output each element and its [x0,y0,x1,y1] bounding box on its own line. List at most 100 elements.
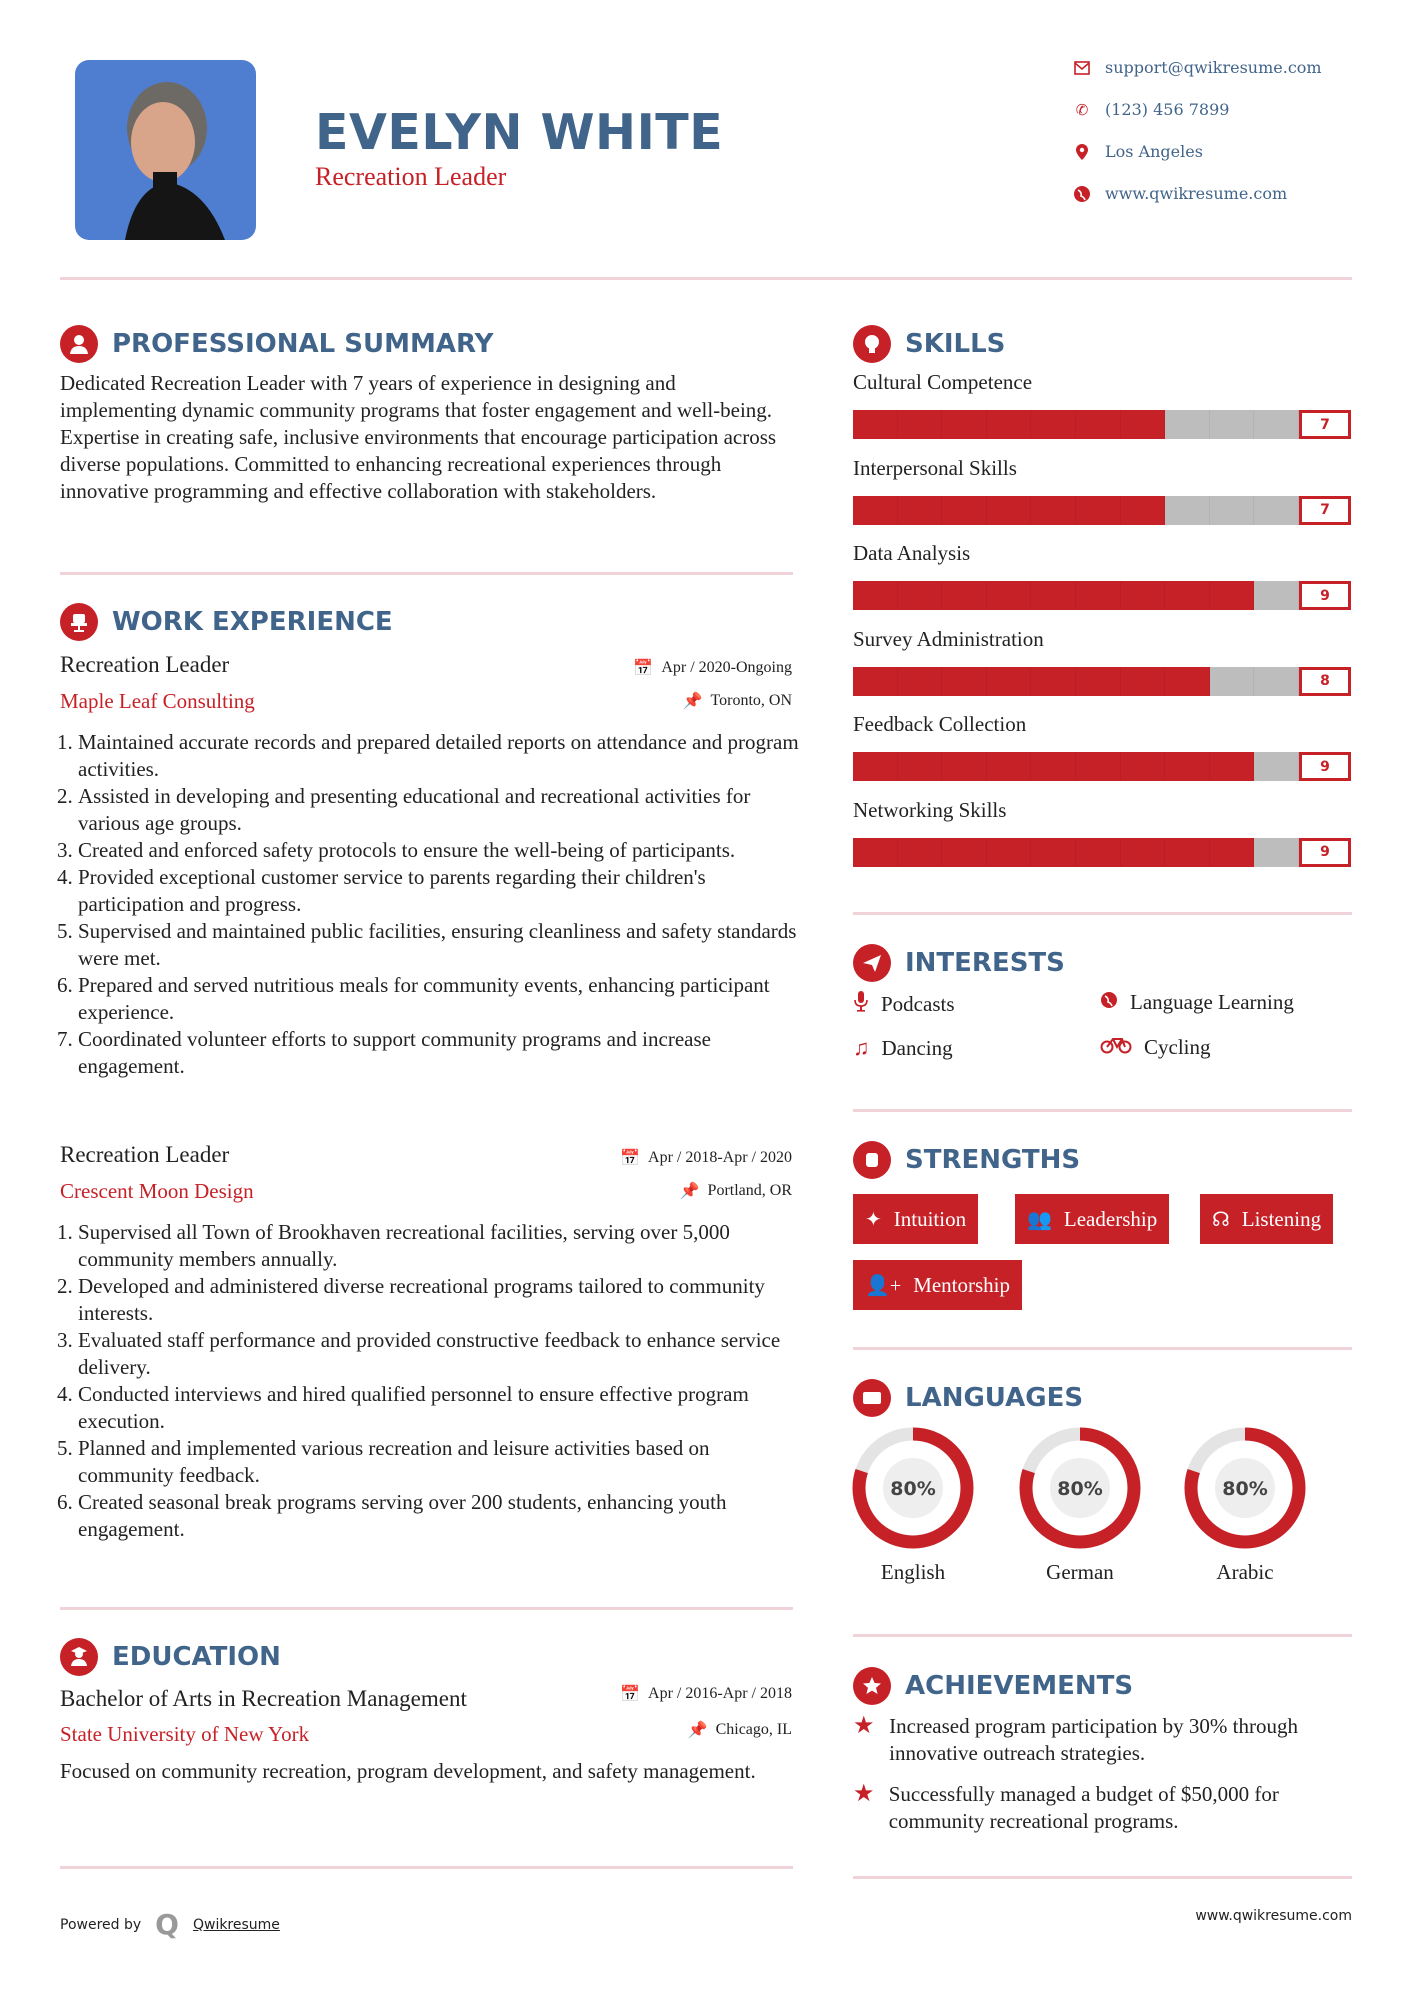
skill-segment [853,837,898,867]
interest-item: Cycling [1100,1035,1211,1060]
skill-segment [1075,837,1121,867]
strengths-heading: STRENGTHS [853,1141,1080,1179]
summary-heading: PROFESSIONAL SUMMARY [60,325,493,363]
skill-segment [986,752,1032,781]
skill-segment [1165,410,1210,439]
achievement-item: ★ Successfully managed a budget of $50,00… [853,1781,1353,1835]
strength-chip: ☊ Listening [1200,1194,1334,1244]
skill-segment [1120,581,1166,610]
skill-segment [1031,581,1076,610]
language-name: German [1046,1560,1114,1584]
skill-segment [1209,495,1255,525]
duty-item: Maintained accurate records and prepared… [78,729,800,783]
qwikresume-link[interactable]: Qwikresume [192,1916,280,1933]
contact-item[interactable]: www.qwikresume.com [1073,184,1287,203]
strength-label: Mentorship [913,1272,1011,1297]
skill-segment [1075,666,1121,696]
divider [60,277,1352,280]
strength-chip: 👤+ Mentorship [853,1260,1023,1310]
skill-segment [1254,666,1299,696]
date-text: Apr / 2018-Apr / 2020 [648,1149,792,1166]
skill-segment [1031,837,1076,867]
language-percent: 80% [1057,1478,1102,1500]
skill-segment [1120,666,1166,696]
skill-name: Feedback Collection [853,712,1027,736]
globe-icon [1073,185,1091,203]
skill-segment [1120,752,1166,781]
education-date: 📅 Apr / 2016-Apr / 2018 [620,1684,792,1704]
skill-segment [1254,410,1299,439]
calendar-icon: 📅 [620,1686,641,1703]
language-percent: 80% [1222,1478,1267,1500]
school: State University of New York [60,1722,310,1746]
skill-segment [1254,495,1299,525]
skills-heading: SKILLS [853,325,1005,363]
divider [60,1607,793,1610]
users-icon: 👥 [1027,1208,1052,1231]
skill-segment [1031,666,1076,696]
contact-text: www.qwikresume.com [1105,184,1288,203]
job-date: 📅 Apr / 2020-Ongoing [633,658,792,678]
skill-name: Survey Administration [853,626,1044,651]
interest-label: Cycling [1144,1035,1211,1059]
strength-chip: ✦ Intuition [853,1194,979,1244]
location-text: Chicago, IL [715,1721,792,1738]
pin-icon: 📌 [682,693,703,710]
star-icon: ★ [853,1781,875,1807]
contact-text: (123) 456 7899 [1105,100,1230,119]
skill-segment [986,581,1032,610]
skill-segment [942,495,987,525]
skill-segment [986,495,1032,525]
skill-segment [1165,581,1210,610]
pin-icon: 📌 [687,1722,708,1739]
experience-heading: WORK EXPERIENCE [60,603,393,641]
microphone-icon [853,990,869,1018]
duty-item: Developed and administered diverse recre… [78,1273,800,1327]
skill-segment [1075,495,1121,525]
section-title: ACHIEVEMENTS [905,1671,1134,1701]
strength-label: Intuition [893,1206,967,1231]
interest-label: Podcasts [881,991,955,1016]
skill-segment [942,666,987,696]
education-location: 📌 Chicago, IL [688,1720,792,1740]
skill-segment [897,752,943,781]
section-title: LANGUAGES [905,1383,1084,1413]
degree: Bachelor of Arts in Recreation Managemen… [60,1686,467,1711]
education-text: Focused on community recreation, program… [60,1759,756,1783]
skill-segment [942,410,987,439]
duty-item: Created seasonal break programs serving … [78,1489,800,1543]
calendar-icon: 📅 [620,1150,641,1167]
section-title: PROFESSIONAL SUMMARY [112,329,494,359]
skill-segment [1031,410,1076,439]
section-title: EDUCATION [112,1642,281,1672]
section-title: WORK EXPERIENCE [112,607,393,637]
skill-name: Cultural Competence [853,370,1033,394]
powered-by-text: Powered by [60,1916,142,1933]
skill-segment [1165,666,1210,696]
language-name: English [880,1560,946,1584]
job-duties: Supervised all Town of Brookhaven recrea… [60,1219,800,1543]
contact-item[interactable]: ✆ (123) 456 7899 [1073,100,1230,119]
skill-level: 7 [1298,410,1351,439]
candidate-name: EVELYN WHITE [315,104,724,161]
paper-plane-icon [853,944,891,982]
skill-segment [1254,837,1299,867]
contact-item[interactable]: support@qwikresume.com [1073,58,1322,77]
donut-center [1215,1458,1275,1518]
skill-segment [986,410,1032,439]
skill-bar: 9 [853,837,1351,867]
duty-item: Conducted interviews and hired qualified… [78,1381,800,1435]
interest-label: Language Learning [1130,990,1294,1014]
donut-center [1050,1458,1110,1518]
pin-icon: 📌 [679,1183,700,1200]
contact-item[interactable]: Los Angeles [1073,142,1203,161]
star-icon [853,1667,891,1705]
divider [853,1876,1352,1879]
duty-item: Coordinated volunteer efforts to support… [78,1026,800,1080]
skill-segment [1165,495,1210,525]
divider [853,1634,1352,1637]
skill-segment [1075,752,1121,781]
divider [853,1109,1352,1112]
qwikresume-logo-icon: Q [155,1908,179,1941]
skill-segment [1209,837,1255,867]
